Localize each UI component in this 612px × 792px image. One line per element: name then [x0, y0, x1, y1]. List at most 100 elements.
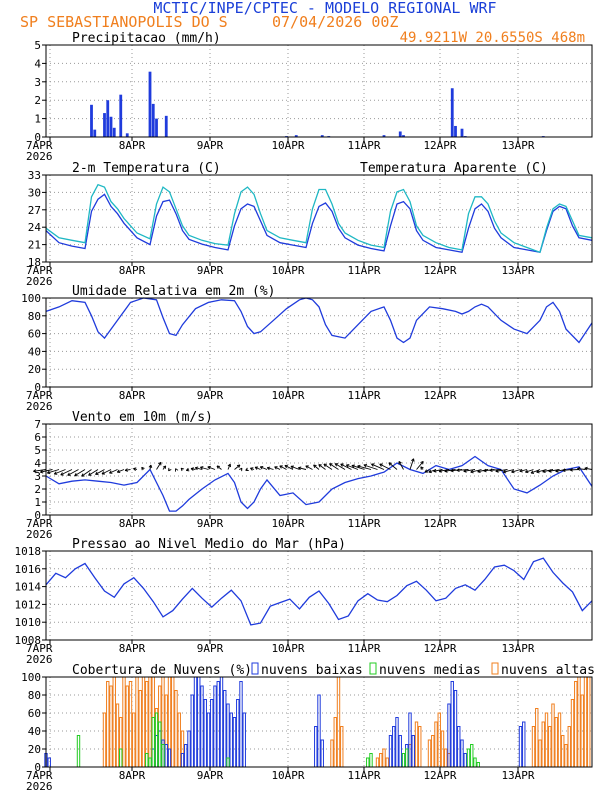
cloud-bar	[236, 699, 240, 768]
x-tick-label: 10APR	[271, 642, 304, 655]
y-tick-label: 21	[28, 239, 41, 252]
cloud-bar	[476, 762, 480, 768]
y-tick-label: 4	[34, 457, 41, 470]
wind-arrow	[318, 464, 326, 470]
cloud-bar	[330, 739, 334, 768]
temp-marks	[45, 183, 593, 254]
wind-arrow	[33, 469, 47, 473]
precip-bar	[320, 135, 324, 137]
wind-arrow	[116, 469, 125, 474]
cloud-bar	[219, 676, 224, 768]
clouds-marks	[44, 676, 591, 768]
cloud-bar	[132, 712, 136, 768]
pressure-marks	[45, 557, 593, 626]
wind-arrow	[569, 467, 580, 472]
panel-precip: 0 1 2 3 4 5 7APR 8APR 9APR 10APR 11APR 12APR 13APR 20…	[26, 31, 593, 163]
wind-arrow	[216, 465, 222, 470]
wind-arrow	[416, 460, 424, 470]
x-tick-label: 7APR	[26, 517, 53, 530]
wind-arrow	[357, 464, 372, 470]
wind-arrow	[511, 469, 521, 474]
cloud-bar	[145, 753, 149, 768]
cloud-bar	[405, 748, 409, 768]
cloud-bar	[401, 753, 406, 768]
cloud-bar	[76, 735, 81, 768]
wind-arrow	[266, 466, 274, 471]
precip-bar	[460, 128, 464, 137]
year-label: 2026	[26, 528, 53, 541]
cloud-bar	[369, 753, 373, 768]
y-tick-label: 60	[28, 328, 41, 341]
wind-arrow	[340, 463, 352, 470]
cloud-bar	[229, 712, 233, 768]
wind-arrow	[67, 469, 79, 476]
cloud-bar	[200, 685, 204, 768]
cloud-bar	[447, 703, 451, 768]
wind-arrow	[334, 463, 346, 470]
x-tick-label: 7APR	[26, 139, 53, 152]
y-tick-label: 1014	[15, 581, 42, 594]
legend-swatch	[491, 662, 499, 675]
header-run: 07/04/2026 00Z	[272, 13, 398, 31]
wind-arrow	[345, 464, 359, 470]
y-tick-label: 0	[34, 381, 41, 394]
wind-arrow	[424, 469, 430, 473]
y-tick-label: 60	[28, 707, 41, 720]
cloud-bar	[161, 744, 165, 768]
legend-swatch	[369, 662, 377, 675]
cloud-bar	[193, 676, 198, 768]
cloud-bar	[226, 757, 230, 768]
x-tick-label: 12APR	[423, 769, 456, 782]
cloud-bar	[336, 676, 341, 768]
precip-bar	[148, 71, 152, 137]
wind-arrow	[444, 469, 456, 473]
wind-arrow	[525, 469, 534, 474]
cloud-bar	[210, 699, 214, 768]
rh-frame	[45, 297, 593, 388]
wind-arrow	[245, 467, 249, 471]
wind-arrow	[409, 458, 415, 470]
y-tick-label: 20	[28, 363, 41, 376]
wind-arrow	[438, 469, 450, 473]
cloud-bar	[388, 735, 393, 768]
cloud-bar	[408, 712, 412, 768]
wind-arrow	[298, 466, 307, 471]
cloud-bar	[135, 676, 139, 768]
cloud-bar	[398, 735, 402, 768]
y-tick-label: 33	[28, 169, 41, 182]
cloud-bar	[314, 726, 318, 768]
y-tick-label: 80	[28, 689, 41, 702]
y-tick-label: 27	[28, 204, 41, 217]
y-tick-label: 7	[34, 418, 41, 431]
cloud-bar	[557, 712, 562, 768]
cloud-bar	[232, 717, 237, 768]
cloud-bar	[125, 685, 129, 768]
wind-arrow	[398, 461, 404, 470]
x-tick-label: 8APR	[119, 769, 146, 782]
x-tick-label: 13APR	[501, 769, 534, 782]
wind-arrow	[148, 464, 153, 470]
x-tick-label: 13APR	[501, 517, 534, 530]
temp-frame	[45, 174, 593, 263]
legend-label: nuvens altas	[501, 663, 595, 678]
wind-arrow	[200, 466, 209, 470]
cloud-bar	[567, 726, 571, 768]
wind-arrow	[463, 469, 476, 473]
header-coords: 49.9211W 20.6550S 468m	[400, 30, 585, 46]
wind-arrow	[88, 469, 99, 476]
x-tick-label: 12APR	[423, 517, 456, 530]
cloud-bar	[206, 712, 211, 768]
cloud-bar	[213, 685, 217, 768]
wind-arrow	[371, 463, 385, 470]
rh-title: Umidade Relativa em 2m (%)	[72, 284, 276, 299]
cloud-bar	[320, 739, 324, 768]
cloud-bar	[544, 712, 549, 768]
y-tick-label: 1018	[15, 545, 42, 558]
cloud-bar	[444, 748, 448, 768]
year-label: 2026	[26, 780, 53, 792]
wind-arrow	[74, 469, 86, 477]
pressure-grid	[46, 551, 592, 640]
panel-clouds: 0 20 40 60 80 100 7APR 8APR 9APR 10APR 11APR 12APR 1…	[21, 662, 595, 792]
y-tick-label: 1	[34, 113, 41, 126]
precip-bar	[112, 127, 116, 137]
